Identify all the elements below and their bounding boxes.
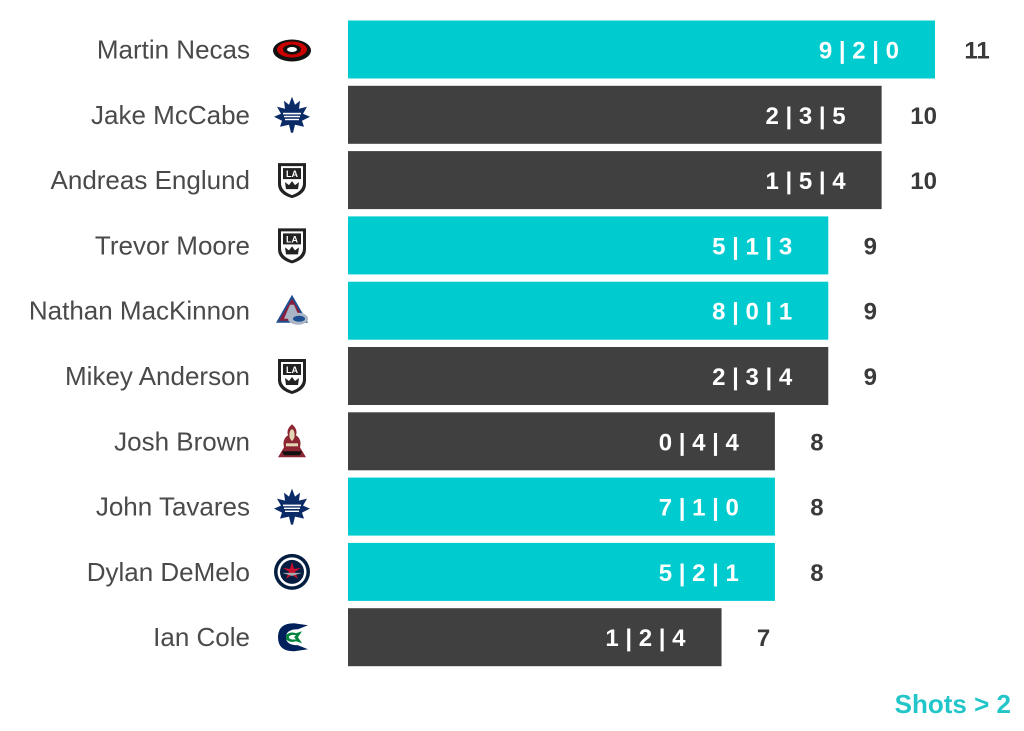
bar-value-label: 9 | 2 | 0: [819, 38, 899, 65]
bar: [348, 216, 829, 275]
total-value-label: 8: [810, 429, 823, 456]
chart-row: Dylan DeMelo 5 | 2 | 1 8: [87, 542, 824, 601]
bar-value-label: 7 | 1 | 0: [659, 495, 739, 522]
winnipeg-jets-icon: [274, 553, 310, 590]
bar: [348, 347, 829, 405]
player-name-label: Jake McCabe: [91, 100, 250, 130]
player-name-label: John Tavares: [96, 492, 250, 522]
chart-row: Nathan MacKinnon 8 | 0 | 1 9: [29, 281, 877, 340]
total-value-label: 10: [910, 168, 937, 195]
legend-note: Shots > 2: [895, 689, 1011, 719]
total-value-label: 8: [810, 560, 823, 587]
bar: [348, 85, 882, 144]
toronto-maple-leafs-icon: [274, 488, 310, 525]
chart-row: Mikey Anderson 2 | 3 | 4 9: [65, 347, 877, 405]
total-value-label: 10: [910, 103, 937, 130]
los-angeles-kings-icon: [278, 359, 306, 394]
chart-row: Josh Brown 0 | 4 | 4 8: [114, 412, 824, 471]
bar-value-label: 1 | 2 | 4: [605, 625, 686, 652]
bar-value-label: 1 | 5 | 4: [765, 168, 846, 195]
bar: [348, 281, 829, 340]
chart-row: Martin Necas 9 | 2 | 0 11: [97, 20, 990, 79]
toronto-maple-leafs-icon: [274, 96, 310, 133]
player-name-label: Dylan DeMelo: [87, 557, 250, 587]
los-angeles-kings-icon: [278, 228, 306, 264]
player-name-label: Trevor Moore: [95, 230, 250, 260]
total-value-label: 11: [964, 38, 989, 65]
player-name-label: Mikey Anderson: [65, 361, 250, 391]
chart-row: Jake McCabe 2 | 3 | 5 10: [91, 85, 937, 144]
chart-row: John Tavares 7 | 1 | 0 8: [96, 477, 824, 536]
player-name-label: Ian Cole: [153, 622, 250, 652]
bar-value-label: 5 | 2 | 1: [659, 560, 739, 587]
bar-value-label: 2 | 3 | 5: [765, 103, 845, 130]
los-angeles-kings-icon: [278, 163, 306, 199]
arizona-coyotes-icon: [278, 424, 306, 458]
bar: [348, 151, 882, 210]
player-name-label: Nathan MacKinnon: [29, 296, 250, 326]
bar: [348, 477, 775, 536]
bar: [348, 608, 722, 667]
bar-value-label: 8 | 0 | 1: [712, 299, 792, 326]
vancouver-canucks-icon: [278, 623, 308, 652]
total-value-label: 8: [810, 495, 823, 522]
total-value-label: 9: [864, 299, 877, 326]
chart-row: Andreas Englund 1 | 5 | 4 10: [51, 151, 937, 210]
total-value-label: 9: [864, 233, 877, 260]
chart-row: Ian Cole 1 | 2 | 4 7: [153, 608, 770, 667]
player-name-label: Martin Necas: [97, 35, 250, 65]
player-name-label: Josh Brown: [114, 426, 250, 456]
player-name-label: Andreas Englund: [51, 165, 250, 195]
bar: [348, 20, 935, 79]
total-value-label: 9: [864, 364, 877, 391]
bar: [348, 542, 775, 601]
colorado-avalanche-icon: [276, 294, 308, 325]
total-value-label: 7: [757, 625, 770, 652]
bar-value-label: 5 | 1 | 3: [712, 233, 792, 260]
chart-row: Trevor Moore 5 | 1 | 3 9: [95, 216, 877, 275]
bar: [348, 412, 775, 471]
bar-value-label: 0 | 4 | 4: [659, 429, 740, 456]
bar-value-label: 2 | 3 | 4: [712, 364, 793, 391]
carolina-hurricanes-icon: [273, 39, 311, 62]
